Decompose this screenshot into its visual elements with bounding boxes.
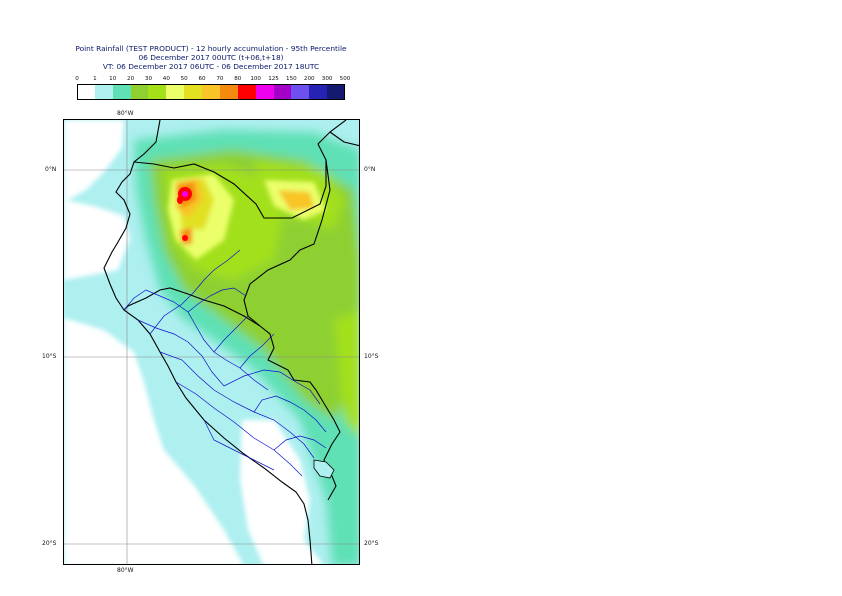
chart-run-date: 06 December 2017 00UTC (t+06,t+18) bbox=[138, 53, 284, 62]
lat-label-right-0: 0°N bbox=[364, 166, 376, 173]
legend-tick-label: 0 bbox=[75, 76, 79, 82]
chart-valid-time: VT: 06 December 2017 06UTC - 06 December… bbox=[102, 62, 320, 71]
lon-label-top: 80°W bbox=[117, 110, 134, 117]
legend-tick-label: 20 bbox=[127, 76, 135, 82]
rainfall-map bbox=[63, 119, 360, 565]
legend-tick-label: 50 bbox=[180, 76, 188, 82]
lat-label-right-10: 10°S bbox=[364, 353, 379, 360]
graticule bbox=[64, 120, 359, 564]
lake bbox=[313, 459, 335, 479]
lat-label-left-20: 20°S bbox=[42, 540, 57, 547]
legend-tick-label: 30 bbox=[144, 76, 153, 82]
legend-tick-label: 150 bbox=[286, 76, 297, 82]
legend-tick-label: 60 bbox=[198, 76, 206, 82]
chart-title: Point Rainfall (TEST PRODUCT) - 12 hourl… bbox=[75, 44, 347, 53]
legend-tick-label: 80 bbox=[234, 76, 242, 82]
legend-tick-label: 300 bbox=[321, 76, 333, 82]
lat-label-left-10: 10°S bbox=[42, 353, 57, 360]
legend-tick-label: 125 bbox=[268, 76, 279, 82]
extreme-rain-cells bbox=[177, 187, 192, 241]
regional-borders bbox=[123, 249, 327, 477]
legend-tick-label: 200 bbox=[303, 76, 315, 82]
country-borders bbox=[103, 120, 359, 564]
dry-areas bbox=[64, 120, 323, 564]
lat-label-left-0: 0°N bbox=[45, 166, 57, 173]
legend-tick-label: 10 bbox=[109, 76, 117, 82]
legend-tick-label: 100 bbox=[250, 76, 261, 82]
legend-border bbox=[77, 84, 345, 100]
legend-tick-label: 40 bbox=[162, 76, 170, 82]
map-svg bbox=[64, 120, 359, 564]
legend-tick-label: 70 bbox=[216, 76, 224, 82]
lon-label-bottom: 80°W bbox=[117, 567, 134, 574]
legend-tick-label: 500 bbox=[339, 76, 351, 82]
legend-tick-label: 1 bbox=[93, 76, 97, 82]
lat-label-right-20: 20°S bbox=[364, 540, 379, 547]
